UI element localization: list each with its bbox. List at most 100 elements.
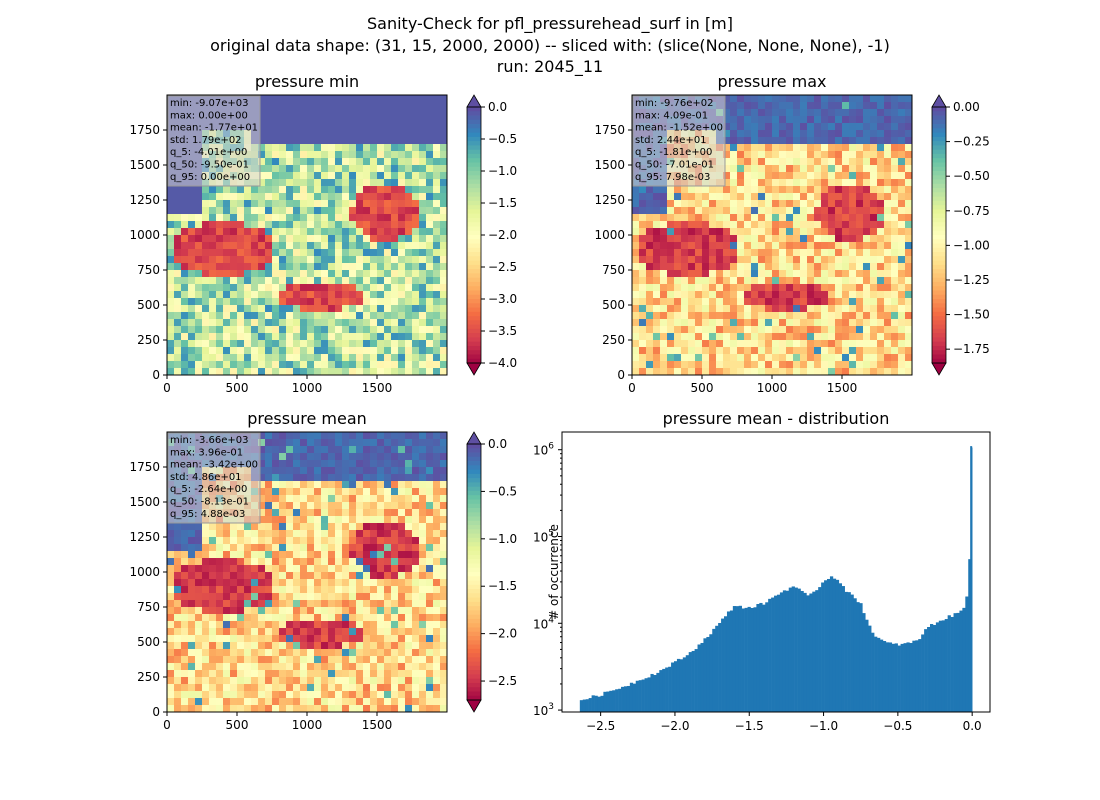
heatmap-cell bbox=[202, 523, 210, 531]
heatmap-cell bbox=[307, 558, 315, 566]
heatmap-cell bbox=[646, 228, 654, 236]
heatmap-cell bbox=[870, 305, 878, 313]
heatmap-cell bbox=[667, 263, 675, 271]
heatmap-cell bbox=[884, 137, 892, 145]
heatmap-cell bbox=[405, 586, 413, 594]
heatmap-cell bbox=[786, 298, 794, 306]
heatmap-cell bbox=[244, 305, 252, 313]
colorbar-extend-top bbox=[931, 94, 947, 108]
heatmap-cell bbox=[335, 523, 343, 531]
heatmap-cell bbox=[174, 670, 182, 678]
heatmap-cell bbox=[377, 123, 385, 131]
heatmap-cell bbox=[632, 270, 640, 278]
heatmap-cell bbox=[279, 628, 287, 636]
heatmap-cell bbox=[174, 354, 182, 362]
heatmap-cell bbox=[293, 558, 301, 566]
heatmap-cell bbox=[744, 179, 752, 187]
heatmap-cell bbox=[419, 235, 427, 243]
heatmap-cell bbox=[412, 347, 420, 355]
heatmap-cell bbox=[419, 656, 427, 664]
heatmap-cell bbox=[419, 179, 427, 187]
heatmap-cell bbox=[426, 565, 434, 573]
heatmap-cell bbox=[272, 361, 280, 369]
heatmap-cell bbox=[223, 649, 231, 657]
heatmap-cell bbox=[898, 340, 906, 348]
heatmap-cell bbox=[307, 291, 315, 299]
heatmap-cell bbox=[265, 635, 273, 643]
heatmap-cell bbox=[258, 228, 266, 236]
heatmap-cell bbox=[863, 263, 871, 271]
heatmap-cell bbox=[342, 509, 350, 517]
heatmap-cell bbox=[363, 467, 371, 475]
heatmap-cell bbox=[377, 214, 385, 222]
heatmap-cell bbox=[877, 368, 885, 376]
heatmap-cell bbox=[314, 298, 322, 306]
heatmap-cell bbox=[786, 123, 794, 131]
heatmap-cell bbox=[286, 558, 294, 566]
heatmap-cell bbox=[209, 635, 217, 643]
heatmap-cell bbox=[286, 579, 294, 587]
heatmap-cell bbox=[807, 326, 815, 334]
heatmap-cell bbox=[286, 544, 294, 552]
heatmap-cell bbox=[223, 572, 231, 580]
heatmap-cell bbox=[272, 102, 280, 110]
heatmap-cell bbox=[356, 305, 364, 313]
heatmap-cell bbox=[793, 368, 801, 376]
heatmap-cell bbox=[737, 116, 745, 124]
heatmap-cell bbox=[891, 109, 899, 117]
heatmap-cell bbox=[398, 291, 406, 299]
heatmap-cell bbox=[321, 249, 329, 257]
heatmap-cell bbox=[632, 221, 640, 229]
heatmap-cell bbox=[772, 130, 780, 138]
heatmap-cell bbox=[293, 361, 301, 369]
heatmap-cell bbox=[342, 354, 350, 362]
heatmap-cell bbox=[412, 109, 420, 117]
colorbar-tick-label: −0.50 bbox=[953, 169, 990, 183]
heatmap-cell bbox=[398, 298, 406, 306]
heatmap-cell bbox=[660, 235, 668, 243]
heatmap-cell bbox=[426, 347, 434, 355]
heatmap-cell bbox=[377, 607, 385, 615]
heatmap-cell bbox=[905, 326, 913, 334]
heatmap-cell bbox=[765, 242, 773, 250]
heatmap-cell bbox=[730, 137, 738, 145]
heatmap-cell bbox=[405, 432, 413, 440]
heatmap-cell bbox=[230, 207, 238, 215]
heatmap-cell bbox=[349, 656, 357, 664]
heatmap-cell bbox=[293, 677, 301, 685]
heatmap-cell bbox=[328, 179, 336, 187]
heatmap-cell bbox=[723, 179, 731, 187]
heatmap-cell bbox=[646, 298, 654, 306]
heatmap-cell bbox=[167, 691, 175, 699]
heatmap-cell bbox=[405, 95, 413, 103]
heatmap-cell bbox=[265, 158, 273, 166]
heatmap-cell bbox=[202, 621, 210, 629]
heatmap-cell bbox=[433, 635, 441, 643]
heatmap-cell bbox=[335, 474, 343, 482]
heatmap-cell bbox=[265, 551, 273, 559]
colorbar-segment bbox=[467, 124, 481, 129]
colorbar-segment bbox=[467, 196, 481, 202]
heatmap-cell bbox=[272, 544, 280, 552]
colorbar-segment bbox=[932, 320, 946, 325]
heatmap-cell bbox=[398, 558, 406, 566]
heatmap-cell bbox=[807, 312, 815, 320]
heatmap-cell bbox=[314, 516, 322, 524]
heatmap-cell bbox=[307, 312, 315, 320]
heatmap-cell bbox=[237, 249, 245, 257]
heatmap-cell bbox=[314, 228, 322, 236]
heatmap-cell bbox=[363, 537, 371, 545]
heatmap-cell bbox=[293, 347, 301, 355]
heatmap-cell bbox=[279, 291, 287, 299]
heatmap-cell bbox=[786, 158, 794, 166]
heatmap-cell bbox=[639, 186, 647, 194]
heatmap-cell bbox=[835, 333, 843, 341]
heatmap-cell bbox=[384, 221, 392, 229]
heatmap-cell bbox=[300, 572, 308, 580]
heatmap-cell bbox=[342, 109, 350, 117]
heatmap-cell bbox=[314, 593, 322, 601]
heatmap-cell bbox=[716, 207, 724, 215]
heatmap-cell bbox=[167, 663, 175, 671]
heatmap-cell bbox=[398, 677, 406, 685]
heatmap-cell bbox=[279, 558, 287, 566]
